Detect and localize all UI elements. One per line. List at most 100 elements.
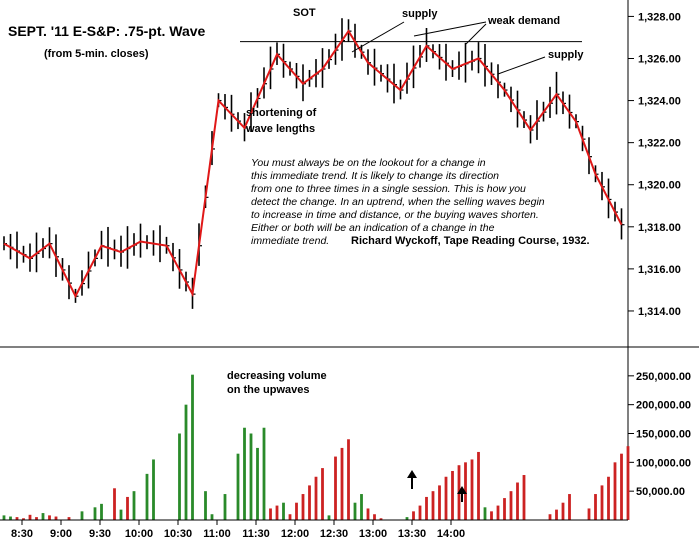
volume-bar: [126, 496, 129, 520]
quote-line: Either or both will be an indication of …: [251, 222, 495, 234]
volume-bar: [548, 514, 552, 520]
volume-tick-label: 50,000.00: [636, 486, 685, 498]
volume-bar: [483, 507, 487, 520]
quote-line: to increase in time and distance, or the…: [251, 209, 539, 221]
annotation-weak-demand: weak demand: [487, 15, 560, 27]
volume-bar: [425, 496, 428, 520]
quote-line: You must always be on the lookout for a …: [251, 157, 486, 169]
volume-bar: [347, 439, 350, 520]
volume-bar: [405, 517, 409, 520]
price-tick-label: 1,322.00: [638, 138, 681, 150]
volume-bar: [327, 515, 331, 520]
volume-bar: [451, 470, 454, 520]
price-tick-label: 1,324.00: [638, 96, 681, 108]
volume-tick-label: 100,000.00: [636, 457, 691, 469]
volume-bar: [353, 502, 357, 520]
time-tick-label: 11:30: [242, 528, 270, 540]
volume-bar: [600, 485, 604, 520]
chart-title: SEPT. '11 E-S&P: .75-pt. Wave: [8, 23, 206, 39]
time-tick-label: 13:30: [398, 528, 426, 540]
quote-line: from one to three times in a single sess…: [251, 183, 526, 195]
pointer-weak-demand-2: [465, 23, 487, 45]
annotation-shortening-1: shortening of: [246, 107, 317, 119]
volume-bar: [54, 516, 58, 520]
annotation-supply-2: supply: [548, 49, 584, 61]
volume-bar: [379, 518, 383, 520]
volume-tick-label: 200,000.00: [636, 400, 691, 412]
volume-bar: [418, 505, 422, 520]
volume-bar: [587, 508, 591, 520]
volume-bar: [288, 514, 292, 520]
volume-bar: [113, 488, 116, 520]
volume-bar: [594, 494, 597, 520]
volume-bar: [35, 517, 38, 520]
time-tick-label: 9:30: [89, 528, 111, 540]
volume-bar: [613, 462, 617, 520]
time-tick-label: 14:00: [437, 528, 465, 540]
price-tick-label: 1,314.00: [638, 306, 681, 318]
wyckoff-quote: You must always be on the lookout for a …: [251, 157, 590, 247]
annotation-volume-2: on the upwaves: [227, 384, 310, 396]
pointer-supply-2: [497, 56, 546, 75]
volume-bar: [269, 508, 272, 520]
volume-bar: [119, 509, 123, 520]
price-tick-label: 1,328.00: [638, 11, 681, 23]
volume-bar: [444, 476, 448, 520]
volume-bar: [334, 456, 337, 520]
volume-bar: [308, 485, 311, 520]
time-tick-label: 12:00: [281, 528, 309, 540]
pointer-weak-demand-1: [413, 21, 487, 37]
volume-bar: [28, 514, 32, 520]
volume-bar: [568, 494, 571, 520]
volume-bar: [366, 508, 370, 520]
volume-bar: [15, 517, 19, 520]
volume-bar: [464, 462, 467, 520]
volume-bar: [204, 491, 207, 520]
volume-bar: [93, 507, 97, 520]
price-tick-label: 1,326.00: [638, 53, 681, 65]
quote-line: detect the change. In an uptrend, when t…: [251, 196, 545, 208]
volume-axis-ticks: 250,000.00 200,000.00 150,000.00 100,000.00…: [628, 371, 691, 498]
time-axis-ticks: 8:30 9:00 9:30 10:00 10:30 11:00 11:30 12:00 12:…: [11, 520, 465, 540]
volume-bar: [412, 511, 415, 520]
annotation-sot: SOT: [293, 7, 316, 19]
volume-bar: [321, 468, 324, 520]
volume-bar: [275, 505, 279, 520]
volume-tick-label: 250,000.00: [636, 371, 691, 383]
pointer-supply-1: [351, 21, 405, 53]
volume-bar: [48, 515, 51, 520]
volume-bar: [555, 509, 558, 520]
volume-bar: [178, 433, 181, 520]
volume-bar: [340, 447, 344, 520]
volume-bar: [223, 494, 227, 520]
volume-bar: [243, 427, 246, 520]
volume-bar: [477, 451, 480, 520]
volume-bar: [522, 475, 526, 520]
volume-bar: [100, 503, 103, 520]
volume-bar: [262, 427, 266, 520]
volume-bar: [41, 513, 45, 520]
volume-bar: [490, 511, 493, 520]
time-tick-label: 13:00: [359, 528, 387, 540]
volume-bar: [2, 515, 6, 520]
arrow-up-icon: [407, 470, 417, 489]
annotations: SOT supply weak demand supply shortening…: [227, 7, 590, 502]
volume-bar: [314, 476, 318, 520]
volume-bar: [607, 476, 610, 520]
chart-subtitle: (from 5-min. closes): [44, 48, 149, 60]
volume-bar: [210, 514, 214, 520]
volume-bar: [509, 491, 513, 520]
volume-bar: [373, 514, 376, 520]
volume-bar: [256, 447, 259, 520]
time-tick-label: 10:00: [125, 528, 153, 540]
volume-bar: [282, 502, 285, 520]
time-tick-label: 12:30: [320, 528, 348, 540]
volume-bar: [132, 491, 136, 520]
volume-bar: [301, 494, 305, 520]
volume-bar: [152, 459, 155, 520]
price-tick-label: 1,316.00: [638, 264, 681, 276]
volume-bar: [22, 518, 25, 520]
price-tick-label: 1,318.00: [638, 222, 681, 234]
price-panel: 1,328.00 1,326.00 1,324.00 1,322.00 1,320.00…: [3, 0, 681, 347]
